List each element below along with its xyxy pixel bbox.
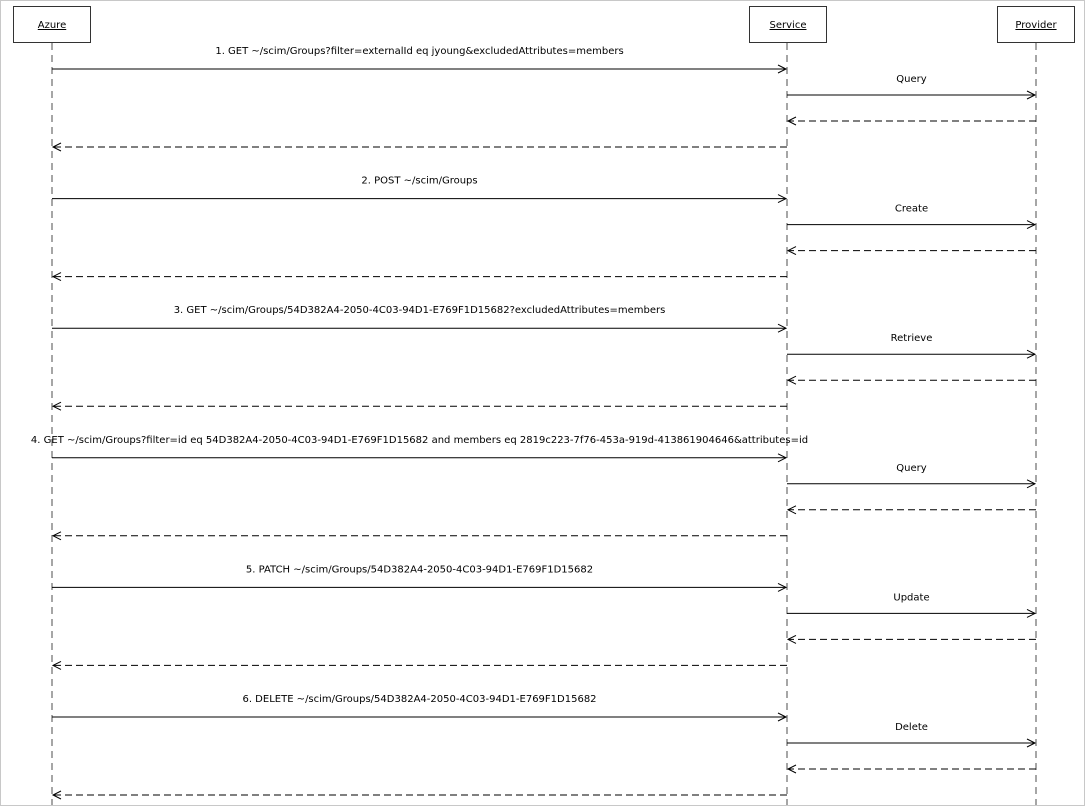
arrowhead-icon — [51, 790, 62, 800]
request-label: 6. DELETE ~/scim/Groups/54D382A4-2050-4C… — [242, 694, 596, 705]
arrowhead-icon — [777, 582, 788, 592]
provider-call-label: Query — [896, 74, 926, 85]
participant-azure — [13, 6, 91, 43]
arrowhead-icon — [1026, 349, 1037, 359]
participant-label: Service — [770, 20, 807, 31]
arrowhead-icon — [51, 531, 62, 541]
provider-call-label: Retrieve — [891, 333, 933, 344]
participant-label: Provider — [1015, 20, 1057, 31]
provider-call-label: Update — [893, 592, 929, 603]
arrowhead-icon — [51, 660, 62, 670]
arrowhead-icon — [51, 401, 62, 411]
provider-call-label: Create — [895, 204, 928, 215]
arrowhead-icon — [777, 712, 788, 722]
provider-call-label: Delete — [895, 722, 928, 733]
arrowhead-icon — [777, 453, 788, 463]
arrowhead-icon — [786, 246, 797, 256]
arrowhead-icon — [1026, 90, 1037, 100]
arrowhead-icon — [786, 505, 797, 515]
provider-call-label: Query — [896, 463, 926, 474]
request-label: 1. GET ~/scim/Groups?filter=externalId e… — [215, 46, 623, 57]
arrowhead-icon — [1026, 220, 1037, 230]
request-label: 3. GET ~/scim/Groups/54D382A4-2050-4C03-… — [174, 305, 666, 316]
participant-provider — [997, 6, 1075, 43]
arrowhead-icon — [786, 116, 797, 126]
request-label: 2. POST ~/scim/Groups — [361, 176, 477, 187]
arrowhead-icon — [777, 64, 788, 74]
request-label: 4. GET ~/scim/Groups?filter=id eq 54D382… — [31, 435, 808, 446]
arrowhead-icon — [786, 764, 797, 774]
arrowhead-icon — [1026, 738, 1037, 748]
participant-service — [749, 6, 827, 43]
arrowhead-icon — [786, 375, 797, 385]
arrowhead-icon — [786, 634, 797, 644]
arrowhead-icon — [777, 194, 788, 204]
arrowhead-icon — [1026, 479, 1037, 489]
participant-label: Azure — [38, 20, 66, 31]
arrowhead-icon — [51, 142, 62, 152]
arrowhead-icon — [51, 272, 62, 282]
arrowhead-icon — [1026, 608, 1037, 618]
arrowhead-icon — [777, 323, 788, 333]
request-label: 5. PATCH ~/scim/Groups/54D382A4-2050-4C0… — [246, 564, 593, 575]
